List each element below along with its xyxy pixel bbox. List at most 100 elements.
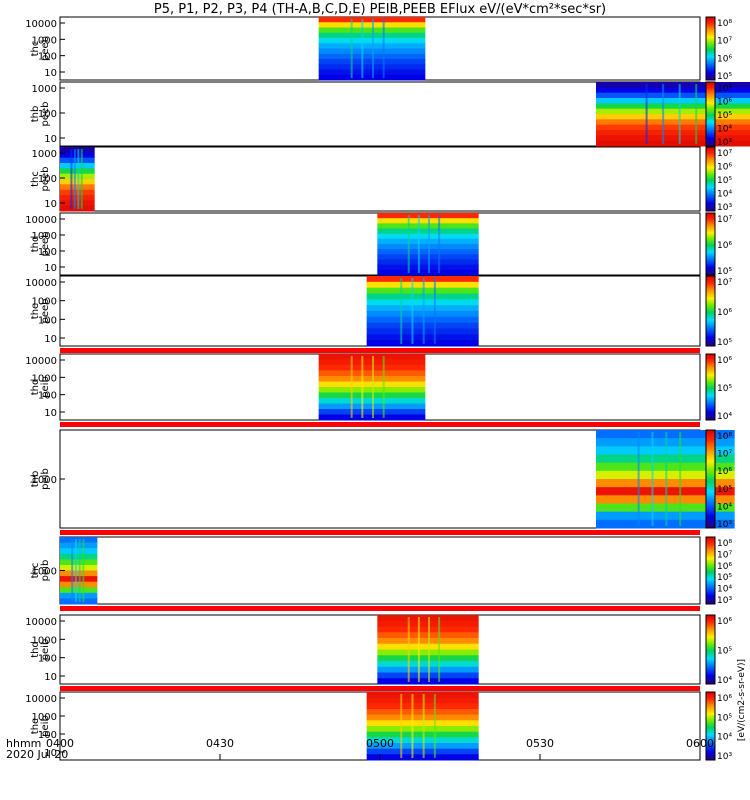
thd-peib-panel-2-spectrum-streak xyxy=(438,617,441,682)
thc-peeb-panel-ylabel-1: thc xyxy=(30,41,41,57)
thd-peib-panel-colorbar xyxy=(705,353,716,421)
colorbar-tick-label: 10³ xyxy=(717,138,732,148)
thb-peeb-panel-ylabel-1: thb xyxy=(30,106,41,123)
colorbar-tick-label: 10⁶ xyxy=(717,163,732,173)
the-peeb-panel-spectrum-streak xyxy=(433,278,436,344)
colorbar-units-label: [eV/(cm2-s-sr-eV)] xyxy=(737,659,747,741)
colorbar-tick-label: 10⁵ xyxy=(717,647,732,657)
thc-peib-panel-spectrum-streak xyxy=(71,539,74,602)
colorbar-tick-label: 10⁵ xyxy=(717,384,732,394)
the-peeb-panel-spectrum-streak xyxy=(400,278,403,344)
x-tick-label: 0600 xyxy=(686,737,714,750)
x-axis-date: 2020 Jul 20 xyxy=(6,748,69,761)
y-tick-label: 10 xyxy=(44,263,57,274)
thc-peib-panel-spectrum-streak xyxy=(78,539,81,602)
the-peeb-panel-spectrum-streak xyxy=(422,278,425,344)
y-tick-label: 1000 xyxy=(32,373,57,384)
thc-peeb-panel-2-spectrum-streak xyxy=(73,149,76,209)
x-tick-label: 0430 xyxy=(206,737,234,750)
the-peib-panel-ylabel-2: peib xyxy=(40,715,51,737)
colorbar-tick-label: 10⁷ xyxy=(717,149,732,159)
thb-peeb-panel-spectrum-band xyxy=(596,119,750,126)
colorbar-tick-label: 10⁵ xyxy=(717,573,732,583)
thd-peib-panel-spectrum-streak xyxy=(361,356,364,418)
x-tick-label: 0400 xyxy=(46,737,74,750)
colorbar-tick-label: 10⁷ xyxy=(717,450,732,460)
thd-peeb-panel-spectrum-streak xyxy=(417,215,420,273)
x-axis-label-hhmm: hhmm xyxy=(6,737,42,750)
y-tick-label: 1000 xyxy=(32,84,57,95)
thd-peib-panel-2-spectrum-streak xyxy=(407,617,410,682)
thd-peib-panel-2-colorbar xyxy=(705,614,716,685)
thc-peeb-panel-spectrum-streak xyxy=(372,19,374,78)
y-tick-label: 10000 xyxy=(25,215,57,226)
thc-peeb-panel-colorbar xyxy=(705,16,716,81)
thc-peeb-panel-spectrum-streak xyxy=(361,19,364,78)
thb-peib-panel-colorbar xyxy=(705,429,716,529)
colorbar-tick-label: 10⁴ xyxy=(717,125,732,135)
thb-peeb-panel-spectrum-band xyxy=(596,124,750,131)
the-peeb-panel-ylabel-1: the xyxy=(30,303,41,319)
colorbar-tick-label: 10⁵ xyxy=(717,267,732,277)
colorbar-tick-label: 10⁶ xyxy=(717,694,732,704)
colorbar-tick-label: 10⁴ xyxy=(717,412,732,422)
thd-peib-panel-2-status-bar xyxy=(60,686,700,691)
x-tick-label: 0500 xyxy=(366,737,394,750)
thb-peib-panel-ylabel-2: peib xyxy=(40,468,51,490)
colorbar-tick-label: 10⁵ xyxy=(717,176,732,186)
y-tick-label: 1000 xyxy=(32,149,57,160)
thd-peib-panel-status-bar xyxy=(60,422,700,427)
the-peib-panel-spectrum-streak xyxy=(411,694,414,758)
thd-peib-panel-2-ylabel-2: peib xyxy=(40,639,51,661)
thb-peeb-panel-ylabel-2: peeb xyxy=(40,102,51,127)
thb-peeb-panel-spectrum-streak xyxy=(645,84,648,144)
thc-peeb-panel-2-spectrum-streak xyxy=(77,149,80,209)
colorbar-tick-label: 10⁴ xyxy=(717,190,732,200)
y-tick-label: 10 xyxy=(44,334,57,345)
thc-peib-panel-colorbar xyxy=(705,536,716,605)
y-tick-label: 10 xyxy=(44,134,57,145)
thc-peeb-panel-spectrum-streak xyxy=(350,19,353,78)
thb-peeb-panel-spectrum-band xyxy=(596,87,750,94)
thd-peeb-panel-colorbar xyxy=(705,212,716,276)
thb-peib-panel-frame xyxy=(59,429,701,529)
thb-peeb-panel-spectrum-band xyxy=(596,140,750,147)
colorbar-tick-label: 10⁷ xyxy=(717,37,732,47)
colorbar-tick-label: 10⁴ xyxy=(717,502,732,512)
thd-peib-panel-spectrum-streak xyxy=(350,356,353,418)
thd-peib-panel-2-ylabel-1: thd xyxy=(30,641,41,658)
thb-peeb-panel-spectrum-band xyxy=(596,98,750,104)
y-tick-label: 100 xyxy=(38,391,57,402)
y-tick-label: 100 xyxy=(38,654,57,665)
thc-peib-panel-ylabel-2: peib xyxy=(40,560,51,582)
thd-peeb-panel-spectrum-streak xyxy=(438,215,441,273)
y-tick-label: 100 xyxy=(38,247,57,258)
y-tick-label: 1000 xyxy=(32,567,57,578)
thb-peib-panel-spectrum-streak xyxy=(665,432,668,526)
y-tick-label: 100 xyxy=(38,730,57,741)
colorbar-tick-label: 10³ xyxy=(717,752,732,762)
colorbar-tick-label: 10⁷ xyxy=(717,84,732,94)
the-peib-panel-spectrum-streak xyxy=(422,694,425,758)
colorbar-tick-label: 10⁵ xyxy=(717,111,732,121)
colorbar-tick-label: 10⁵ xyxy=(717,72,732,82)
thb-peeb-panel-spectrum-band xyxy=(596,92,750,99)
thc-peib-panel-spectrum-streak xyxy=(74,539,77,602)
colorbar-tick-label: 10⁵ xyxy=(717,485,732,495)
the-peeb-panel-ylabel-2: peeb xyxy=(40,299,51,324)
y-tick-label: 1000 xyxy=(32,297,57,308)
thd-peeb-panel-spectrum-streak xyxy=(407,215,410,273)
thb-peeb-panel-spectrum-band xyxy=(596,103,750,110)
colorbar-tick-label: 10⁸ xyxy=(717,539,732,549)
y-tick-label: 10 xyxy=(44,748,57,759)
thd-peib-panel-ylabel-2: peib xyxy=(40,376,51,398)
thd-peib-panel-ylabel-1: thd xyxy=(30,379,41,396)
chart-title: P5, P1, P2, P3, P4 (TH-A,B,C,D,E) PEIB,P… xyxy=(153,2,607,17)
y-tick-label: 100 xyxy=(38,315,57,326)
y-tick-label: 10 xyxy=(44,672,57,683)
colorbar-tick-label: 10⁶ xyxy=(717,617,732,627)
y-tick-label: 10 xyxy=(44,199,57,210)
colorbar-tick-label: 10⁷ xyxy=(717,215,732,225)
colorbar-tick-label: 10⁶ xyxy=(717,356,732,366)
colorbar-tick-label: 10⁴ xyxy=(717,676,732,686)
